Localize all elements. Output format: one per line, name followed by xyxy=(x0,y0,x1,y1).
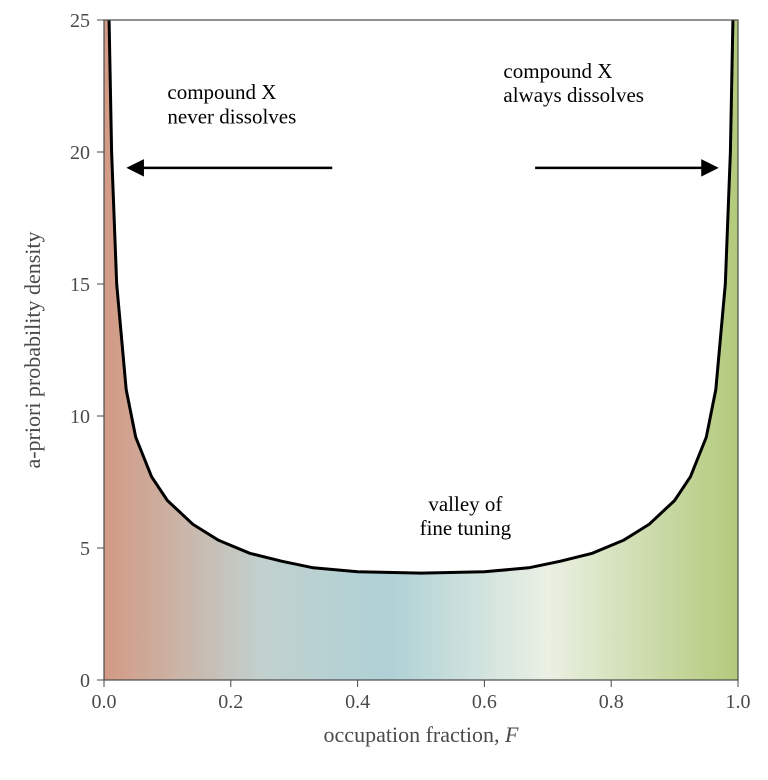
chart-container: 0.0 0.2 0.4 0.6 0.8 1.0 0 5 10 15 20 25 occupation f… xyxy=(0,0,768,780)
x-tick-label: 0.2 xyxy=(218,691,243,713)
y-tick-label: 0 xyxy=(80,670,90,692)
y-tick-label: 25 xyxy=(70,10,90,32)
x-tick-label: 0.4 xyxy=(345,691,370,713)
annotation-always-dissolves: compound Xalways dissolves xyxy=(503,59,644,107)
x-tick-label: 0.6 xyxy=(472,691,497,713)
annotation-never-dissolves: compound Xnever dissolves xyxy=(167,80,296,128)
y-tick-label: 5 xyxy=(80,538,90,560)
x-tick-label: 1.0 xyxy=(726,691,751,713)
x-axis-label: occupation fraction, F xyxy=(324,722,519,747)
annotation-valley: valley offine tuning xyxy=(420,492,512,540)
probability-density-chart: 0.0 0.2 0.4 0.6 0.8 1.0 0 5 10 15 20 25 occupation f… xyxy=(0,0,768,780)
y-tick-label: 10 xyxy=(70,406,90,428)
x-tick-label: 0.0 xyxy=(92,691,117,713)
y-tick-label: 20 xyxy=(70,142,90,164)
y-axis-label: a-priori probability density xyxy=(20,231,45,468)
x-tick-label: 0.8 xyxy=(599,691,624,713)
y-tick-label: 15 xyxy=(70,274,90,296)
